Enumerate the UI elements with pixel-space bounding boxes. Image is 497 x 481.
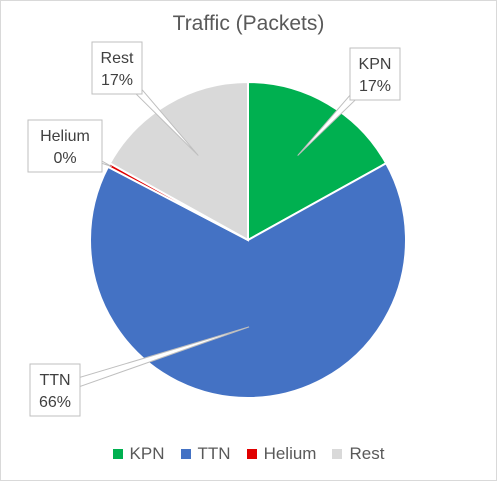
callout-box-ttn xyxy=(29,363,81,417)
callout-name-kpn: KPN xyxy=(359,56,392,73)
legend-swatch-helium xyxy=(246,449,257,459)
legend-swatch-kpn xyxy=(112,449,123,459)
legend-item-helium: Helium xyxy=(246,444,317,464)
legend-item-kpn: KPN xyxy=(112,444,165,464)
callout-name-rest: Rest xyxy=(101,50,134,67)
pie-slice-kpn xyxy=(247,80,388,242)
legend-item-rest: Rest xyxy=(332,444,384,464)
callout-percent-helium: 0% xyxy=(53,150,76,167)
callout-box-rest xyxy=(91,41,143,95)
legend-label-helium: Helium xyxy=(263,444,317,463)
callout-name-ttn: TTN xyxy=(39,372,70,389)
legend-label-ttn: TTN xyxy=(197,444,231,463)
callout-percent-rest: 17% xyxy=(101,72,133,89)
legend-item-ttn: TTN xyxy=(180,444,231,464)
legend-swatch-ttn xyxy=(180,449,191,459)
pie-slice-rest xyxy=(108,80,249,242)
callout-box-helium xyxy=(27,119,103,173)
callout-percent-kpn: 17% xyxy=(359,78,391,95)
callout-box-kpn xyxy=(349,47,401,101)
callout-percent-ttn: 66% xyxy=(39,394,71,411)
legend-swatch-rest xyxy=(332,449,343,459)
legend-label-rest: Rest xyxy=(349,444,385,463)
chart-title: Traffic (Packets) xyxy=(172,12,325,35)
legend-label-kpn: KPN xyxy=(129,444,165,463)
legend: KPN TTN Helium Rest xyxy=(0,444,497,464)
pie-slice-ttn xyxy=(89,161,407,399)
callout-name-helium: Helium xyxy=(40,128,90,145)
